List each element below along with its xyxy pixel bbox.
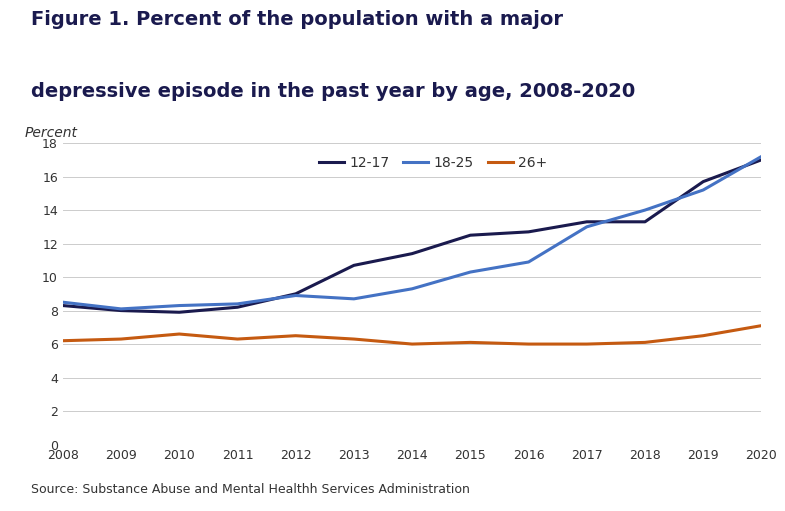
26+ bbox=[524, 341, 533, 347]
18-25 bbox=[349, 296, 359, 302]
26+ bbox=[233, 336, 243, 342]
12-17 bbox=[641, 219, 650, 225]
26+ bbox=[466, 339, 475, 345]
26+ bbox=[116, 336, 126, 342]
18-25 bbox=[757, 153, 766, 159]
12-17 bbox=[349, 262, 359, 268]
18-25 bbox=[407, 286, 417, 292]
26+ bbox=[641, 339, 650, 345]
12-17 bbox=[524, 229, 533, 235]
18-25 bbox=[524, 259, 533, 265]
12-17 bbox=[291, 291, 301, 297]
Line: 18-25: 18-25 bbox=[63, 156, 761, 309]
26+ bbox=[291, 333, 301, 339]
26+ bbox=[699, 333, 708, 339]
12-17 bbox=[757, 157, 766, 163]
18-25 bbox=[58, 299, 68, 305]
Line: 12-17: 12-17 bbox=[63, 160, 761, 312]
26+ bbox=[58, 338, 68, 344]
Line: 26+: 26+ bbox=[63, 326, 761, 344]
12-17 bbox=[233, 304, 243, 310]
18-25 bbox=[582, 224, 592, 230]
12-17 bbox=[407, 250, 417, 257]
12-17 bbox=[174, 309, 184, 315]
18-25 bbox=[641, 207, 650, 213]
12-17 bbox=[699, 178, 708, 184]
12-17 bbox=[58, 303, 68, 309]
26+ bbox=[582, 341, 592, 347]
26+ bbox=[407, 341, 417, 347]
Text: depressive episode in the past year by age, 2008-2020: depressive episode in the past year by a… bbox=[31, 82, 636, 101]
12-17 bbox=[582, 219, 592, 225]
18-25 bbox=[116, 306, 126, 312]
26+ bbox=[174, 331, 184, 337]
26+ bbox=[757, 322, 766, 329]
12-17 bbox=[116, 308, 126, 314]
26+ bbox=[349, 336, 359, 342]
18-25 bbox=[699, 187, 708, 193]
Text: Percent: Percent bbox=[24, 126, 78, 140]
Legend: 12-17, 18-25, 26+: 12-17, 18-25, 26+ bbox=[313, 150, 553, 175]
18-25 bbox=[174, 303, 184, 309]
Text: Figure 1. Percent of the population with a major: Figure 1. Percent of the population with… bbox=[31, 10, 564, 29]
18-25 bbox=[233, 301, 243, 307]
12-17 bbox=[466, 232, 475, 238]
Text: Source: Substance Abuse and Mental Healthh Services Administration: Source: Substance Abuse and Mental Healt… bbox=[31, 483, 470, 496]
18-25 bbox=[466, 269, 475, 275]
18-25 bbox=[291, 292, 301, 298]
